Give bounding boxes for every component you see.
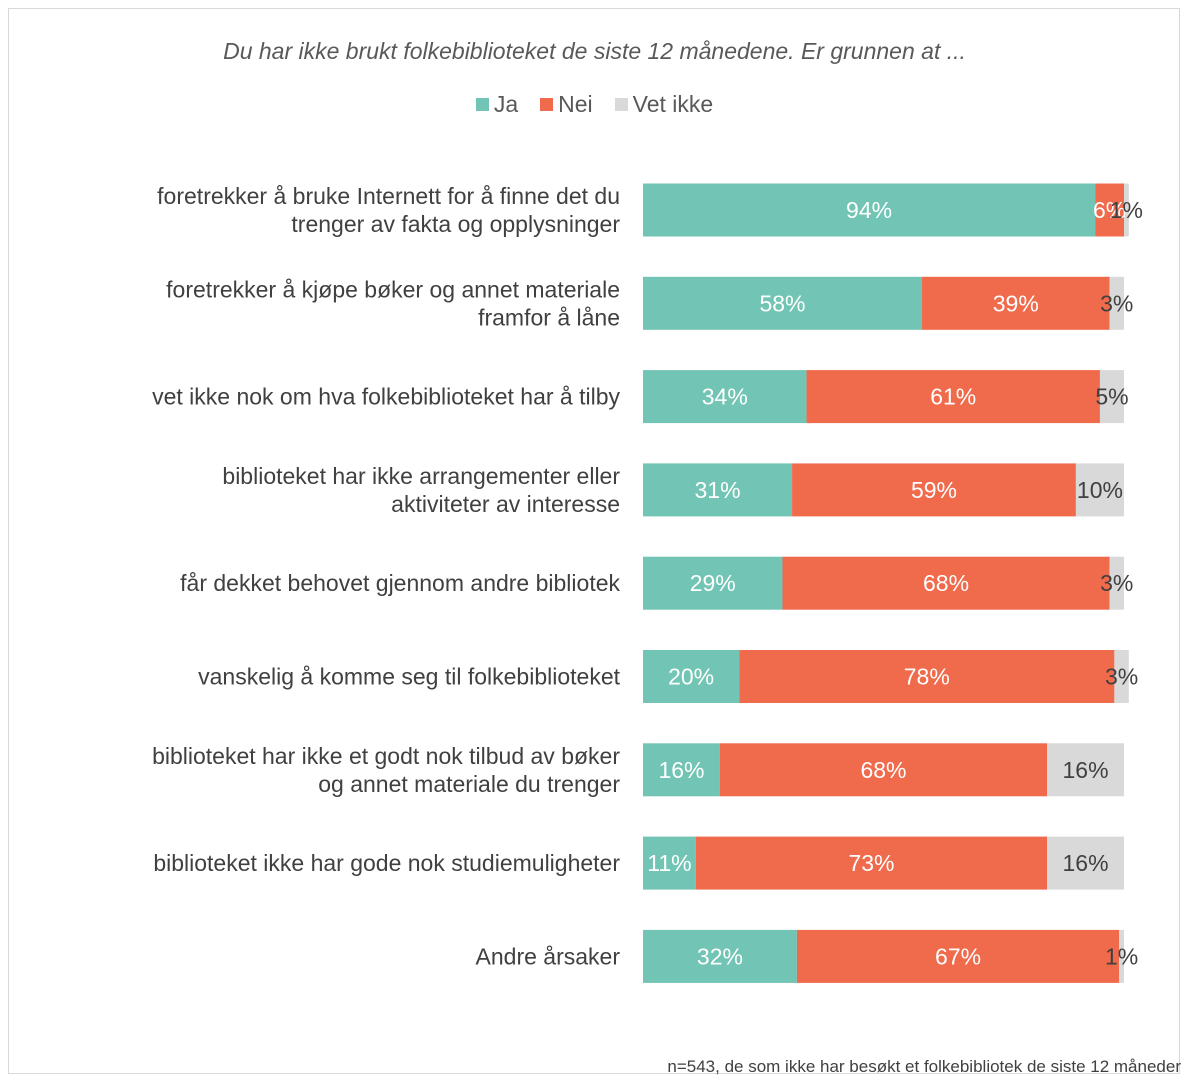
legend-label-ja: Ja [493, 91, 519, 117]
data-label-vet-ikke-4: 10% [1077, 477, 1123, 503]
bar-vet-ikke-3 [1099, 370, 1124, 424]
legend-item-ja: Ja [475, 91, 519, 118]
data-label-ja-3: 34% [702, 384, 748, 410]
data-label-nei-7: 68% [860, 757, 906, 783]
data-label-nei-6: 78% [904, 664, 950, 690]
category-label-8: biblioteket ikke har gode nok studiemuli… [153, 850, 620, 876]
bar-ja-2 [643, 276, 922, 330]
data-label-ja-2: 58% [759, 290, 805, 316]
bar-ja-3 [643, 370, 807, 424]
bar-nei-3 [806, 370, 1100, 424]
bar-vet-ikke-6 [1114, 650, 1129, 703]
bar-vet-ikke-5 [1109, 556, 1124, 610]
data-label-vet-ikke-2: 3% [1100, 290, 1133, 316]
category-label-7: biblioteket har ikke et godt nok tilbud … [152, 743, 620, 797]
legend-swatch-nei [540, 98, 554, 111]
data-label-ja-8: 11% [647, 850, 691, 876]
legend-label-nei: Nei [558, 91, 593, 117]
bar-nei-6 [739, 650, 1115, 703]
bar-nei-4 [792, 463, 1076, 517]
category-label-3: vet ikke nok om hva folkebiblioteket har… [152, 384, 620, 410]
bar-nei-1 [1095, 183, 1124, 237]
bar-nei-9 [796, 929, 1120, 983]
data-label-nei-3: 61% [930, 384, 976, 410]
bar-ja-7 [643, 743, 720, 797]
legend-item-vet-ikke: Vet ikke [614, 91, 714, 118]
data-label-nei-4: 59% [911, 477, 957, 503]
bar-ja-8 [643, 836, 696, 890]
data-label-ja-6: 20% [668, 664, 714, 690]
category-label-1: foretrekker å bruke Internett for å finn… [157, 183, 620, 237]
bar-ja-9 [643, 929, 797, 983]
bar-vet-ikke-2 [1109, 276, 1124, 330]
data-label-nei-9: 67% [935, 943, 981, 969]
data-label-nei-8: 73% [848, 850, 894, 876]
category-label-5: får dekket behovet gjennom andre bibliot… [180, 570, 620, 596]
bar-nei-7 [719, 743, 1048, 797]
data-label-nei-1: 6% [1093, 197, 1126, 223]
legend: Ja Nei Vet ikke [0, 91, 1189, 118]
category-label-6: vanskelig å komme seg til folkebibliotek… [198, 664, 620, 690]
chart-area [8, 8, 1180, 1074]
category-label-2: foretrekker å kjøpe bøker og annet mater… [166, 276, 620, 330]
legend-swatch-ja [475, 98, 489, 111]
bar-nei-8 [695, 836, 1048, 890]
data-label-nei-2: 39% [993, 290, 1039, 316]
bar-vet-ikke-8 [1047, 836, 1124, 890]
legend-swatch-vet-ikke [614, 98, 628, 111]
category-label-4: biblioteket har ikke arrangementer eller… [222, 463, 620, 517]
data-label-vet-ikke-1: 1% [1110, 197, 1143, 223]
data-label-ja-9: 32% [697, 943, 743, 969]
legend-item-nei: Nei [540, 91, 593, 118]
data-label-nei-5: 68% [923, 570, 969, 596]
bar-vet-ikke-4 [1075, 463, 1124, 517]
data-label-vet-ikke-6: 3% [1105, 664, 1138, 690]
footnote: n=543, de som ikke har besøkt et folkebi… [667, 1057, 1181, 1076]
data-label-vet-ikke-3: 5% [1095, 384, 1128, 410]
bar-ja-5 [643, 556, 783, 610]
data-label-vet-ikke-8: 16% [1062, 850, 1108, 876]
bar-vet-ikke-7 [1047, 743, 1124, 797]
data-label-ja-5: 29% [690, 570, 736, 596]
category-label-9: Andre årsaker [476, 943, 621, 969]
data-label-ja-7: 16% [658, 757, 704, 783]
data-label-ja-4: 31% [695, 477, 741, 503]
chart-title: Du har ikke brukt folkebiblioteket de si… [223, 38, 966, 64]
bar-ja-6 [643, 650, 740, 703]
bar-nei-2 [921, 276, 1110, 330]
bar-ja-1 [643, 183, 1096, 237]
legend-label-vet-ikke: Vet ikke [632, 91, 714, 117]
bar-vet-ikke-9 [1119, 929, 1124, 983]
data-label-vet-ikke-7: 16% [1062, 757, 1108, 783]
bar-nei-5 [782, 556, 1110, 610]
bar-ja-4 [643, 463, 793, 517]
data-label-vet-ikke-5: 3% [1100, 570, 1133, 596]
data-label-ja-1: 94% [846, 197, 892, 223]
bar-vet-ikke-1 [1124, 183, 1129, 237]
data-label-vet-ikke-9: 1% [1105, 943, 1138, 969]
